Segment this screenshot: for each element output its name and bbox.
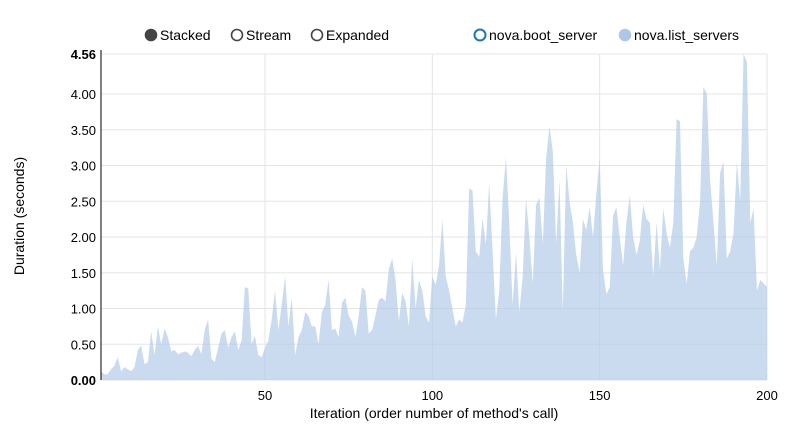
stack-mode-controls: Stacked Stream Expanded [144,27,390,43]
legend: nova.boot_server nova.list_servers [473,27,740,43]
x-tick-label: 50 [258,388,272,403]
legend-label: nova.list_servers [634,27,739,43]
area-layer [101,54,767,380]
area-nova-list-servers[interactable] [101,54,767,380]
control-expanded[interactable]: Expanded [310,27,390,43]
legend-label: nova.boot_server [489,27,598,43]
y-tick-label: 3.50 [71,123,96,138]
x-tick-label: 150 [589,388,611,403]
y-tick-label: 3.00 [71,159,96,174]
radio-circle-icon[interactable] [230,28,244,42]
legend-circle-icon[interactable] [473,28,487,42]
y-tick-label: 1.00 [71,302,96,317]
y-tick-label: 2.50 [71,194,96,209]
legend-item-nova-boot-server[interactable]: nova.boot_server [473,27,598,43]
x-tick-label: 200 [756,388,778,403]
radio-circle-icon[interactable] [144,28,158,42]
y-tick-label: 0.00 [71,373,96,388]
y-axis-label: Duration (seconds) [11,157,27,275]
y-tick-label: 0.50 [71,337,96,352]
legend-circle-icon[interactable] [618,28,632,42]
y-tick-label: 1.50 [71,266,96,281]
y-tick-label: 4.00 [71,87,96,102]
control-label: Expanded [326,27,389,43]
control-stream[interactable]: Stream [230,27,292,43]
control-stacked[interactable]: Stacked [144,27,211,43]
axes: 0.00 0.50 1.00 1.50 2.00 2.50 3.00 3.50 4.00 4.56… [71,47,778,403]
y-tick-label: 2.00 [71,230,96,245]
y-tick-label: 4.56 [71,47,96,62]
legend-item-nova-list-servers[interactable]: nova.list_servers [618,27,740,43]
control-label: Stacked [160,27,211,43]
x-axis-label: Iteration (order number of method's call… [310,405,559,421]
radio-circle-icon[interactable] [310,28,324,42]
x-tick-label: 100 [421,388,443,403]
control-label: Stream [246,27,291,43]
